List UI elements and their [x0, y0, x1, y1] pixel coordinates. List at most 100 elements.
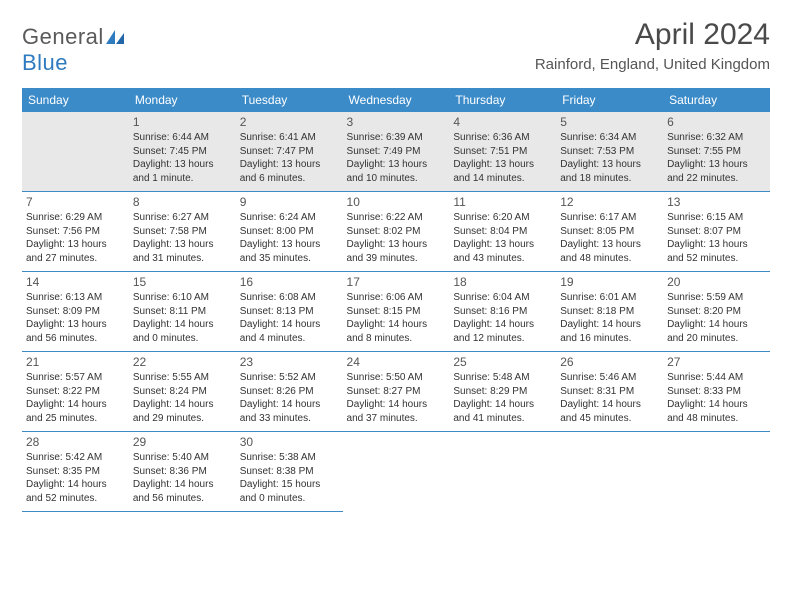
page-header: General Blue April 2024 Rainford, Englan… — [22, 18, 770, 76]
calendar-cell-12: 12 Sunrise: 6:17 AMSunset: 8:05 PMDayligh… — [556, 192, 663, 272]
day-number: 9 — [240, 195, 339, 209]
calendar-cell-18: 18 Sunrise: 6:04 AMSunset: 8:16 PMDayligh… — [449, 272, 556, 352]
day-info: Sunrise: 5:40 AMSunset: 8:36 PMDaylight:… — [133, 451, 232, 505]
day-number: 23 — [240, 355, 339, 369]
day-info: Sunrise: 5:38 AMSunset: 8:38 PMDaylight:… — [240, 451, 339, 505]
day-number: 24 — [347, 355, 446, 369]
day-number: 1 — [133, 115, 232, 129]
dayname-thursday: Thursday — [449, 88, 556, 112]
day-info: Sunrise: 5:42 AMSunset: 8:35 PMDaylight:… — [26, 451, 125, 505]
day-number: 19 — [560, 275, 659, 289]
calendar-cell-25: 25Sunrise: 5:48 AMSunset: 8:29 PMDayligh… — [449, 352, 556, 432]
logo-sail-icon — [106, 24, 124, 50]
logo-text: General Blue — [22, 24, 124, 76]
calendar-cell-14: 14Sunrise: 6:13 AMSunset: 8:09 PMDayligh… — [22, 272, 129, 352]
calendar-row: 7 Sunrise: 6:29 AMSunset: 7:56 PMDaylight… — [22, 192, 770, 272]
day-info: Sunrise: 5:52 AMSunset: 8:26 PMDaylight:… — [240, 371, 339, 425]
day-info: Sunrise: 6:36 AMSunset: 7:51 PMDaylight:… — [453, 131, 552, 185]
day-info: Sunrise: 6:24 AMSunset: 8:00 PMDaylight:… — [240, 211, 339, 265]
calendar-cell-30: 30 Sunrise: 5:38 AMSunset: 8:38 PMDayligh… — [236, 432, 343, 512]
calendar-cell-13: 13 Sunrise: 6:15 AMSunset: 8:07 PMDayligh… — [663, 192, 770, 272]
calendar-cell-20: 20 Sunrise: 5:59 AMSunset: 8:20 PMDayligh… — [663, 272, 770, 352]
day-info: Sunrise: 6:15 AMSunset: 8:07 PMDaylight:… — [667, 211, 766, 265]
calendar-cell-23: 23 Sunrise: 5:52 AMSunset: 8:26 PMDayligh… — [236, 352, 343, 432]
calendar-cell-28: 28 Sunrise: 5:42 AMSunset: 8:35 PMDayligh… — [22, 432, 129, 512]
logo-general: General — [22, 24, 104, 49]
calendar-cell-24: 24 Sunrise: 5:50 AMSunset: 8:27 PMDayligh… — [343, 352, 450, 432]
day-number: 28 — [26, 435, 125, 449]
dayname-monday: Monday — [129, 88, 236, 112]
day-number: 22 — [133, 355, 232, 369]
day-number: 4 — [453, 115, 552, 129]
calendar-cell-19: 19 Sunrise: 6:01 AMSunset: 8:18 PMDayligh… — [556, 272, 663, 352]
calendar-cell-6: 6 Sunrise: 6:32 AMSunset: 7:55 PMDaylight… — [663, 112, 770, 192]
calendar-cell-26: 26 Sunrise: 5:46 AMSunset: 8:31 PMDayligh… — [556, 352, 663, 432]
day-info: Sunrise: 6:01 AMSunset: 8:18 PMDaylight:… — [560, 291, 659, 345]
calendar-row: 21Sunrise: 5:57 AMSunset: 8:22 PMDayligh… — [22, 352, 770, 432]
day-info: Sunrise: 6:41 AMSunset: 7:47 PMDaylight:… — [240, 131, 339, 185]
calendar-cell-empty — [663, 432, 770, 512]
day-number: 3 — [347, 115, 446, 129]
calendar-row: 1 Sunrise: 6:44 AMSunset: 7:45 PMDaylight… — [22, 112, 770, 192]
day-number: 7 — [26, 195, 125, 209]
dayname-friday: Friday — [556, 88, 663, 112]
calendar-cell-29: 29Sunrise: 5:40 AMSunset: 8:36 PMDayligh… — [129, 432, 236, 512]
day-info: Sunrise: 6:39 AMSunset: 7:49 PMDaylight:… — [347, 131, 446, 185]
dayname-sunday: Sunday — [22, 88, 129, 112]
day-info: Sunrise: 6:06 AMSunset: 8:15 PMDaylight:… — [347, 291, 446, 345]
calendar-cell-15: 15 Sunrise: 6:10 AMSunset: 8:11 PMDayligh… — [129, 272, 236, 352]
day-info: Sunrise: 6:22 AMSunset: 8:02 PMDaylight:… — [347, 211, 446, 265]
day-info: Sunrise: 6:10 AMSunset: 8:11 PMDaylight:… — [133, 291, 232, 345]
calendar-cell-21: 21Sunrise: 5:57 AMSunset: 8:22 PMDayligh… — [22, 352, 129, 432]
day-info: Sunrise: 5:59 AMSunset: 8:20 PMDaylight:… — [667, 291, 766, 345]
day-info: Sunrise: 6:13 AMSunset: 8:09 PMDaylight:… — [26, 291, 125, 345]
day-number: 6 — [667, 115, 766, 129]
day-number: 13 — [667, 195, 766, 209]
day-number: 27 — [667, 355, 766, 369]
day-number: 16 — [240, 275, 339, 289]
day-info: Sunrise: 6:44 AMSunset: 7:45 PMDaylight:… — [133, 131, 232, 185]
day-number: 30 — [240, 435, 339, 449]
calendar-table: SundayMondayTuesdayWednesdayThursdayFrid… — [22, 88, 770, 512]
calendar-body: 1 Sunrise: 6:44 AMSunset: 7:45 PMDaylight… — [22, 112, 770, 512]
day-number: 2 — [240, 115, 339, 129]
calendar-cell-empty — [449, 432, 556, 512]
day-info: Sunrise: 5:50 AMSunset: 8:27 PMDaylight:… — [347, 371, 446, 425]
day-info: Sunrise: 6:04 AMSunset: 8:16 PMDaylight:… — [453, 291, 552, 345]
day-number: 5 — [560, 115, 659, 129]
day-info: Sunrise: 6:27 AMSunset: 7:58 PMDaylight:… — [133, 211, 232, 265]
day-info: Sunrise: 5:48 AMSunset: 8:29 PMDaylight:… — [453, 371, 552, 425]
day-info: Sunrise: 5:55 AMSunset: 8:24 PMDaylight:… — [133, 371, 232, 425]
day-info: Sunrise: 6:17 AMSunset: 8:05 PMDaylight:… — [560, 211, 659, 265]
calendar-row: 28 Sunrise: 5:42 AMSunset: 8:35 PMDayligh… — [22, 432, 770, 512]
day-info: Sunrise: 6:32 AMSunset: 7:55 PMDaylight:… — [667, 131, 766, 185]
calendar-cell-empty — [343, 432, 450, 512]
day-number: 26 — [560, 355, 659, 369]
day-info: Sunrise: 5:44 AMSunset: 8:33 PMDaylight:… — [667, 371, 766, 425]
title-block: April 2024 Rainford, England, United Kin… — [535, 18, 770, 73]
day-number: 17 — [347, 275, 446, 289]
calendar-row: 14Sunrise: 6:13 AMSunset: 8:09 PMDayligh… — [22, 272, 770, 352]
day-info: Sunrise: 6:08 AMSunset: 8:13 PMDaylight:… — [240, 291, 339, 345]
calendar-cell-16: 16 Sunrise: 6:08 AMSunset: 8:13 PMDayligh… — [236, 272, 343, 352]
day-info: Sunrise: 6:20 AMSunset: 8:04 PMDaylight:… — [453, 211, 552, 265]
day-info: Sunrise: 5:46 AMSunset: 8:31 PMDaylight:… — [560, 371, 659, 425]
calendar-cell-empty — [556, 432, 663, 512]
calendar-cell-17: 17 Sunrise: 6:06 AMSunset: 8:15 PMDayligh… — [343, 272, 450, 352]
calendar-cell-7: 7 Sunrise: 6:29 AMSunset: 7:56 PMDaylight… — [22, 192, 129, 272]
calendar-cell-5: 5Sunrise: 6:34 AMSunset: 7:53 PMDaylight… — [556, 112, 663, 192]
calendar-cell-10: 10 Sunrise: 6:22 AMSunset: 8:02 PMDayligh… — [343, 192, 450, 272]
calendar-cell-empty — [22, 112, 129, 192]
day-number: 15 — [133, 275, 232, 289]
day-number: 20 — [667, 275, 766, 289]
day-number: 10 — [347, 195, 446, 209]
day-info: Sunrise: 6:29 AMSunset: 7:56 PMDaylight:… — [26, 211, 125, 265]
dayname-tuesday: Tuesday — [236, 88, 343, 112]
dayname-wednesday: Wednesday — [343, 88, 450, 112]
calendar-cell-8: 8Sunrise: 6:27 AMSunset: 7:58 PMDaylight… — [129, 192, 236, 272]
day-info: Sunrise: 5:57 AMSunset: 8:22 PMDaylight:… — [26, 371, 125, 425]
day-number: 12 — [560, 195, 659, 209]
calendar-cell-1: 1 Sunrise: 6:44 AMSunset: 7:45 PMDaylight… — [129, 112, 236, 192]
day-number: 18 — [453, 275, 552, 289]
month-title: April 2024 — [535, 18, 770, 52]
